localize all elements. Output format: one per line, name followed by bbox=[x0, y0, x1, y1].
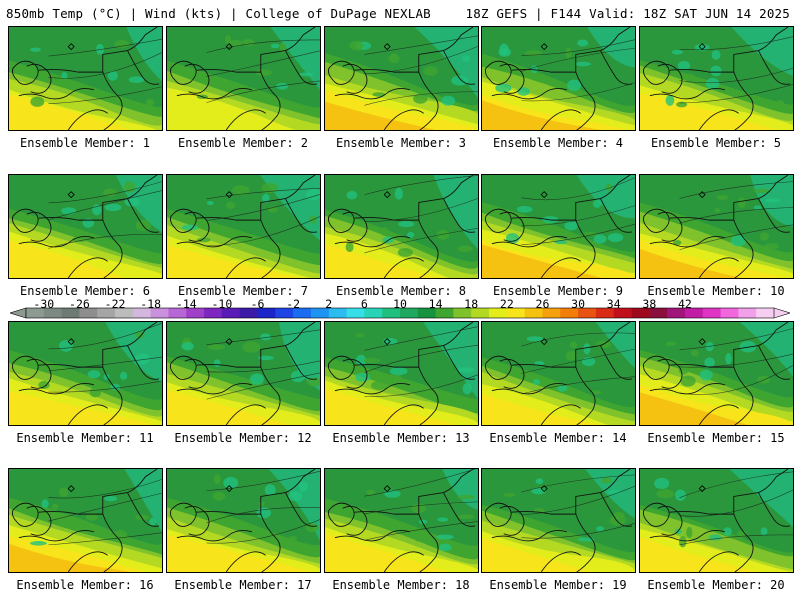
colorbar-tick-label: -22 bbox=[104, 297, 126, 311]
colorbar-tick-label: -30 bbox=[33, 297, 55, 311]
ensemble-member-label: Ensemble Member: 18 bbox=[332, 578, 470, 592]
ensemble-member-label: Ensemble Member: 2 bbox=[177, 136, 309, 150]
ensemble-member-label: Ensemble Member: 13 bbox=[332, 431, 470, 445]
colorbar-tick-label: -14 bbox=[175, 297, 197, 311]
ensemble-member-label: Ensemble Member: 12 bbox=[174, 431, 312, 445]
ensemble-map-16 bbox=[8, 468, 163, 573]
colorbar-tick-label: 38 bbox=[642, 297, 657, 311]
colorbar-tick-label: -10 bbox=[211, 297, 233, 311]
colorbar-tick-label: -26 bbox=[69, 297, 90, 311]
colorbar-tick-label: 42 bbox=[678, 297, 692, 311]
ensemble-member-label: Ensemble Member: 4 bbox=[492, 136, 624, 150]
run-valid-time: 18Z GEFS | F144 Valid: 18Z SAT JUN 14 20… bbox=[465, 6, 790, 21]
colorbar-tick-label: -18 bbox=[140, 297, 162, 311]
ensemble-map-10 bbox=[639, 174, 794, 279]
ensemble-map-11 bbox=[8, 321, 163, 426]
ensemble-member-label: Ensemble Member: 14 bbox=[489, 431, 627, 445]
colorbar-tick-label: 14 bbox=[428, 297, 443, 311]
ensemble-map-13 bbox=[324, 321, 479, 426]
ensemble-map-1 bbox=[8, 26, 163, 131]
colorbar-tick-label: 22 bbox=[499, 297, 514, 311]
ensemble-member-label: Ensemble Member: 7 bbox=[177, 284, 309, 298]
colorbar-tick-label: -2 bbox=[286, 297, 301, 311]
ensemble-map-8 bbox=[324, 174, 479, 279]
colorbar-tick-label: 30 bbox=[571, 297, 586, 311]
ensemble-map-12 bbox=[166, 321, 321, 426]
colorbar-tick-label: 2 bbox=[325, 297, 333, 311]
ensemble-map-15 bbox=[639, 321, 794, 426]
ensemble-map-2 bbox=[166, 26, 321, 131]
ensemble-member-label: Ensemble Member: 17 bbox=[174, 578, 312, 592]
ensemble-map-20 bbox=[639, 468, 794, 573]
ensemble-map-3 bbox=[324, 26, 479, 131]
ensemble-member-label: Ensemble Member: 1 bbox=[19, 136, 151, 150]
ensemble-member-label: Ensemble Member: 16 bbox=[16, 578, 154, 592]
ensemble-member-label: Ensemble Member: 5 bbox=[650, 136, 782, 150]
ensemble-map-14 bbox=[481, 321, 636, 426]
ensemble-map-4 bbox=[481, 26, 636, 131]
ensemble-member-label: Ensemble Member: 8 bbox=[335, 284, 467, 298]
ensemble-member-label: Ensemble Member: 15 bbox=[647, 431, 785, 445]
ensemble-map-18 bbox=[324, 468, 479, 573]
colorbar-tick-label: 34 bbox=[606, 297, 621, 311]
temperature-colorbar bbox=[10, 307, 790, 319]
ensemble-member-label: Ensemble Member: 9 bbox=[492, 284, 624, 298]
ensemble-map-9 bbox=[481, 174, 636, 279]
map-title: 850mb Temp (°C) | Wind (kts) | College o… bbox=[6, 6, 431, 21]
ensemble-member-label: Ensemble Member: 11 bbox=[16, 431, 154, 445]
ensemble-member-label: Ensemble Member: 19 bbox=[489, 578, 627, 592]
ensemble-member-label: Ensemble Member: 10 bbox=[647, 284, 785, 298]
colorbar-tick-label: 6 bbox=[360, 297, 368, 311]
ensemble-member-label: Ensemble Member: 20 bbox=[647, 578, 785, 592]
colorbar-tick-label: -6 bbox=[250, 297, 265, 311]
ensemble-member-label: Ensemble Member: 3 bbox=[335, 136, 467, 150]
ensemble-map-7 bbox=[166, 174, 321, 279]
ensemble-map-6 bbox=[8, 174, 163, 279]
ensemble-map-17 bbox=[166, 468, 321, 573]
ensemble-map-19 bbox=[481, 468, 636, 573]
colorbar-tick-label: 26 bbox=[535, 297, 550, 311]
ensemble-member-label: Ensemble Member: 6 bbox=[19, 284, 151, 298]
colorbar-tick-label: 10 bbox=[393, 297, 407, 311]
ensemble-map-5 bbox=[639, 26, 794, 131]
colorbar-tick-label: 18 bbox=[464, 297, 479, 311]
